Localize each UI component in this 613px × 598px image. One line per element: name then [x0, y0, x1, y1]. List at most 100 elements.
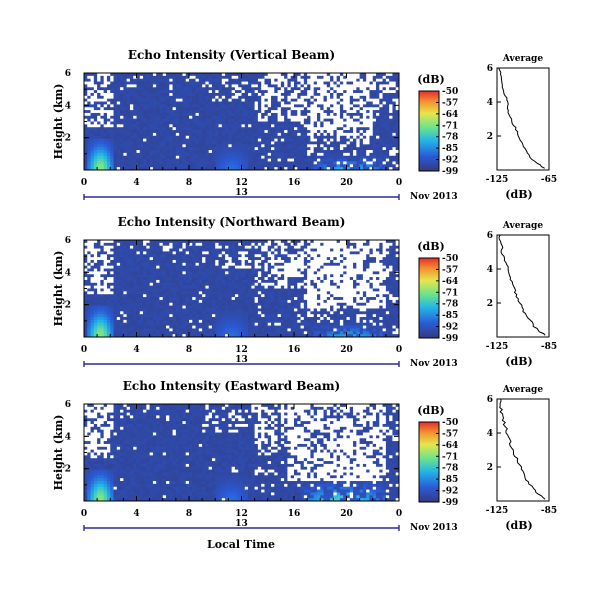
heatmap-cell	[106, 78, 111, 82]
heatmap-cell	[159, 268, 164, 272]
heatmap-cell	[192, 254, 196, 258]
heatmap-cell	[126, 245, 131, 249]
heatmap-cell	[169, 297, 173, 301]
heatmap-cell	[133, 245, 137, 249]
heatmap-cell	[389, 90, 393, 94]
heatmap-cell	[313, 90, 318, 94]
heatmap-cell	[84, 294, 88, 298]
heatmap-cell	[392, 87, 397, 91]
heatmap-cell	[129, 311, 134, 315]
heatmap-cell	[323, 78, 328, 82]
heatmap-cell	[143, 90, 147, 94]
heatmap-cell	[182, 311, 187, 315]
heatmap-cell	[175, 279, 180, 284]
heatmap-cell	[346, 158, 351, 162]
heatmap-cell	[116, 325, 121, 329]
heatmap-cell	[156, 92, 160, 97]
heatmap-cell	[316, 81, 321, 85]
heatmap-cell	[84, 78, 88, 82]
heatmap-cell	[182, 294, 187, 298]
heatmap-cell	[195, 144, 200, 148]
heatmap-cell	[290, 115, 295, 119]
heatmap-cell	[221, 254, 226, 258]
heatmap-cell	[126, 135, 131, 139]
heatmap-cell	[208, 265, 213, 269]
heatmap-cell	[228, 147, 232, 151]
heatmap-cell	[238, 144, 242, 148]
heatmap-cell	[116, 167, 121, 171]
heatmap-cell	[87, 104, 91, 108]
heatmap-cell	[139, 325, 144, 329]
heatmap-cell	[175, 78, 180, 82]
heatmap-cell	[356, 130, 360, 134]
heatmap-cell	[149, 124, 154, 128]
heatmap-cell	[172, 112, 177, 117]
heatmap-cell	[208, 271, 213, 275]
heatmap-cell	[389, 164, 393, 168]
heatmap-cell	[225, 121, 229, 125]
heatmap-cell	[110, 78, 114, 82]
heatmap-cell	[343, 155, 347, 159]
heatmap-cell	[251, 167, 255, 171]
heatmap-cell	[149, 75, 154, 79]
heatmap-cell	[103, 124, 108, 128]
heatmap-cell	[379, 81, 383, 85]
average-x-label: (dB)	[505, 188, 532, 201]
heatmap-cell	[159, 121, 164, 125]
heatmap-cell	[100, 141, 104, 145]
heatmap-cell	[123, 285, 127, 289]
heatmap-cell	[123, 121, 127, 125]
heatmap-cell	[316, 155, 321, 159]
heatmap-cell	[215, 90, 219, 94]
heatmap-cell	[103, 152, 108, 157]
heatmap-cell	[284, 90, 288, 94]
heatmap-cell	[339, 90, 344, 94]
heatmap-cell	[156, 251, 160, 255]
heatmap-cell	[274, 161, 278, 165]
heatmap-cell	[179, 112, 183, 117]
heatmap-cell	[336, 101, 341, 105]
heatmap-cell	[195, 124, 200, 128]
heatmap-cell	[205, 265, 209, 269]
heatmap-cell	[123, 282, 127, 286]
heatmap-cell	[195, 262, 200, 266]
heatmap-cell	[362, 98, 367, 102]
heatmap-cell	[238, 92, 242, 97]
heatmap-cell	[326, 164, 331, 168]
heatmap-cell	[343, 78, 347, 82]
heatmap-cell	[110, 98, 114, 102]
heatmap-cell	[320, 164, 324, 168]
heatmap-cell	[382, 147, 387, 151]
heatmap-cell	[182, 319, 187, 324]
heatmap-cell	[274, 164, 278, 168]
heatmap-cell	[123, 130, 127, 134]
heatmap-cell	[97, 161, 101, 165]
heatmap-cell	[215, 317, 219, 321]
heatmap-cell	[97, 285, 101, 289]
heatmap-cell	[300, 132, 305, 137]
heatmap-cell	[166, 107, 170, 111]
heatmap-cell	[152, 75, 157, 79]
heatmap-cell	[280, 124, 285, 128]
heatmap-cell	[310, 115, 314, 119]
heatmap-cell	[271, 127, 275, 131]
heatmap-cell	[175, 285, 180, 289]
heatmap-cell	[162, 158, 167, 162]
heatmap-cell	[274, 130, 278, 134]
heatmap-cell	[159, 319, 164, 324]
heatmap-cell	[133, 257, 137, 261]
heatmap-cell	[376, 112, 380, 117]
heatmap-cell	[349, 81, 354, 85]
heatmap-cell	[336, 130, 341, 134]
heatmap-cell	[218, 259, 223, 264]
heatmap-cell	[133, 147, 137, 151]
heatmap-cell	[310, 127, 314, 131]
heatmap-cell	[129, 302, 134, 306]
heatmap-cell	[87, 311, 91, 315]
heatmap-cell	[211, 265, 216, 269]
heatmap-cell	[234, 144, 239, 148]
heatmap-cell	[120, 90, 124, 94]
heatmap-cell	[97, 334, 101, 338]
heatmap-cell	[169, 164, 173, 168]
heatmap-cell	[175, 152, 180, 157]
